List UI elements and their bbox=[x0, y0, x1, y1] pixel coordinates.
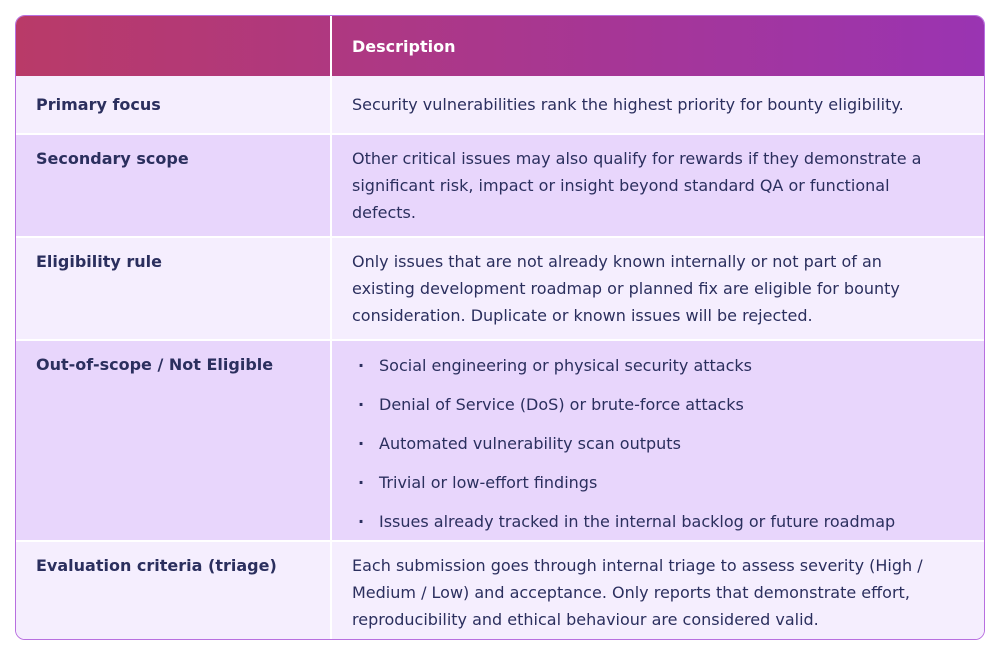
table-container: Description Primary focus Security vulner… bbox=[15, 15, 985, 640]
table-row: Secondary scope Other critical issues may… bbox=[16, 133, 984, 237]
table-row: Evaluation criteria (triage) Each submiss… bbox=[16, 540, 984, 639]
table-row: Primary focus Security vulnerabilities ra… bbox=[16, 76, 984, 134]
bullet-item: Issues already tracked in the internal b… bbox=[358, 508, 944, 535]
table-row: Eligibility rule Only issues that are not… bbox=[16, 236, 984, 340]
bullet-item: Trivial or low-effort findings bbox=[358, 469, 944, 496]
row-label: Secondary scope bbox=[16, 133, 331, 237]
header-cell: Description bbox=[330, 16, 984, 76]
row-label: Evaluation criteria (triage) bbox=[16, 540, 331, 639]
row-description: Each submission goes through internal tr… bbox=[330, 540, 984, 639]
row-label: Eligibility rule bbox=[16, 236, 331, 340]
table-row: Out-of-scope / Not Eligible Social engine… bbox=[16, 339, 984, 541]
bullet-item: Social engineering or physical security … bbox=[358, 352, 944, 379]
row-label: Primary focus bbox=[36, 95, 161, 114]
bullet-item: Automated vulnerability scan outputs bbox=[358, 430, 944, 457]
row-label: Out-of-scope / Not Eligible bbox=[16, 339, 331, 541]
row-description: Social engineering or physical security … bbox=[330, 339, 984, 541]
bullet-list: Social engineering or physical security … bbox=[352, 352, 944, 535]
row-description: Only issues that are not already known i… bbox=[330, 236, 984, 340]
table: Description Primary focus Security vulner… bbox=[16, 16, 984, 639]
header-row: Description bbox=[16, 16, 984, 76]
bullet-item: Denial of Service (DoS) or brute-force a… bbox=[358, 391, 944, 418]
header-cell bbox=[16, 16, 331, 76]
row-description: Other critical issues may also qualify f… bbox=[330, 133, 984, 237]
row-description: Security vulnerabilities rank the highes… bbox=[330, 76, 984, 134]
